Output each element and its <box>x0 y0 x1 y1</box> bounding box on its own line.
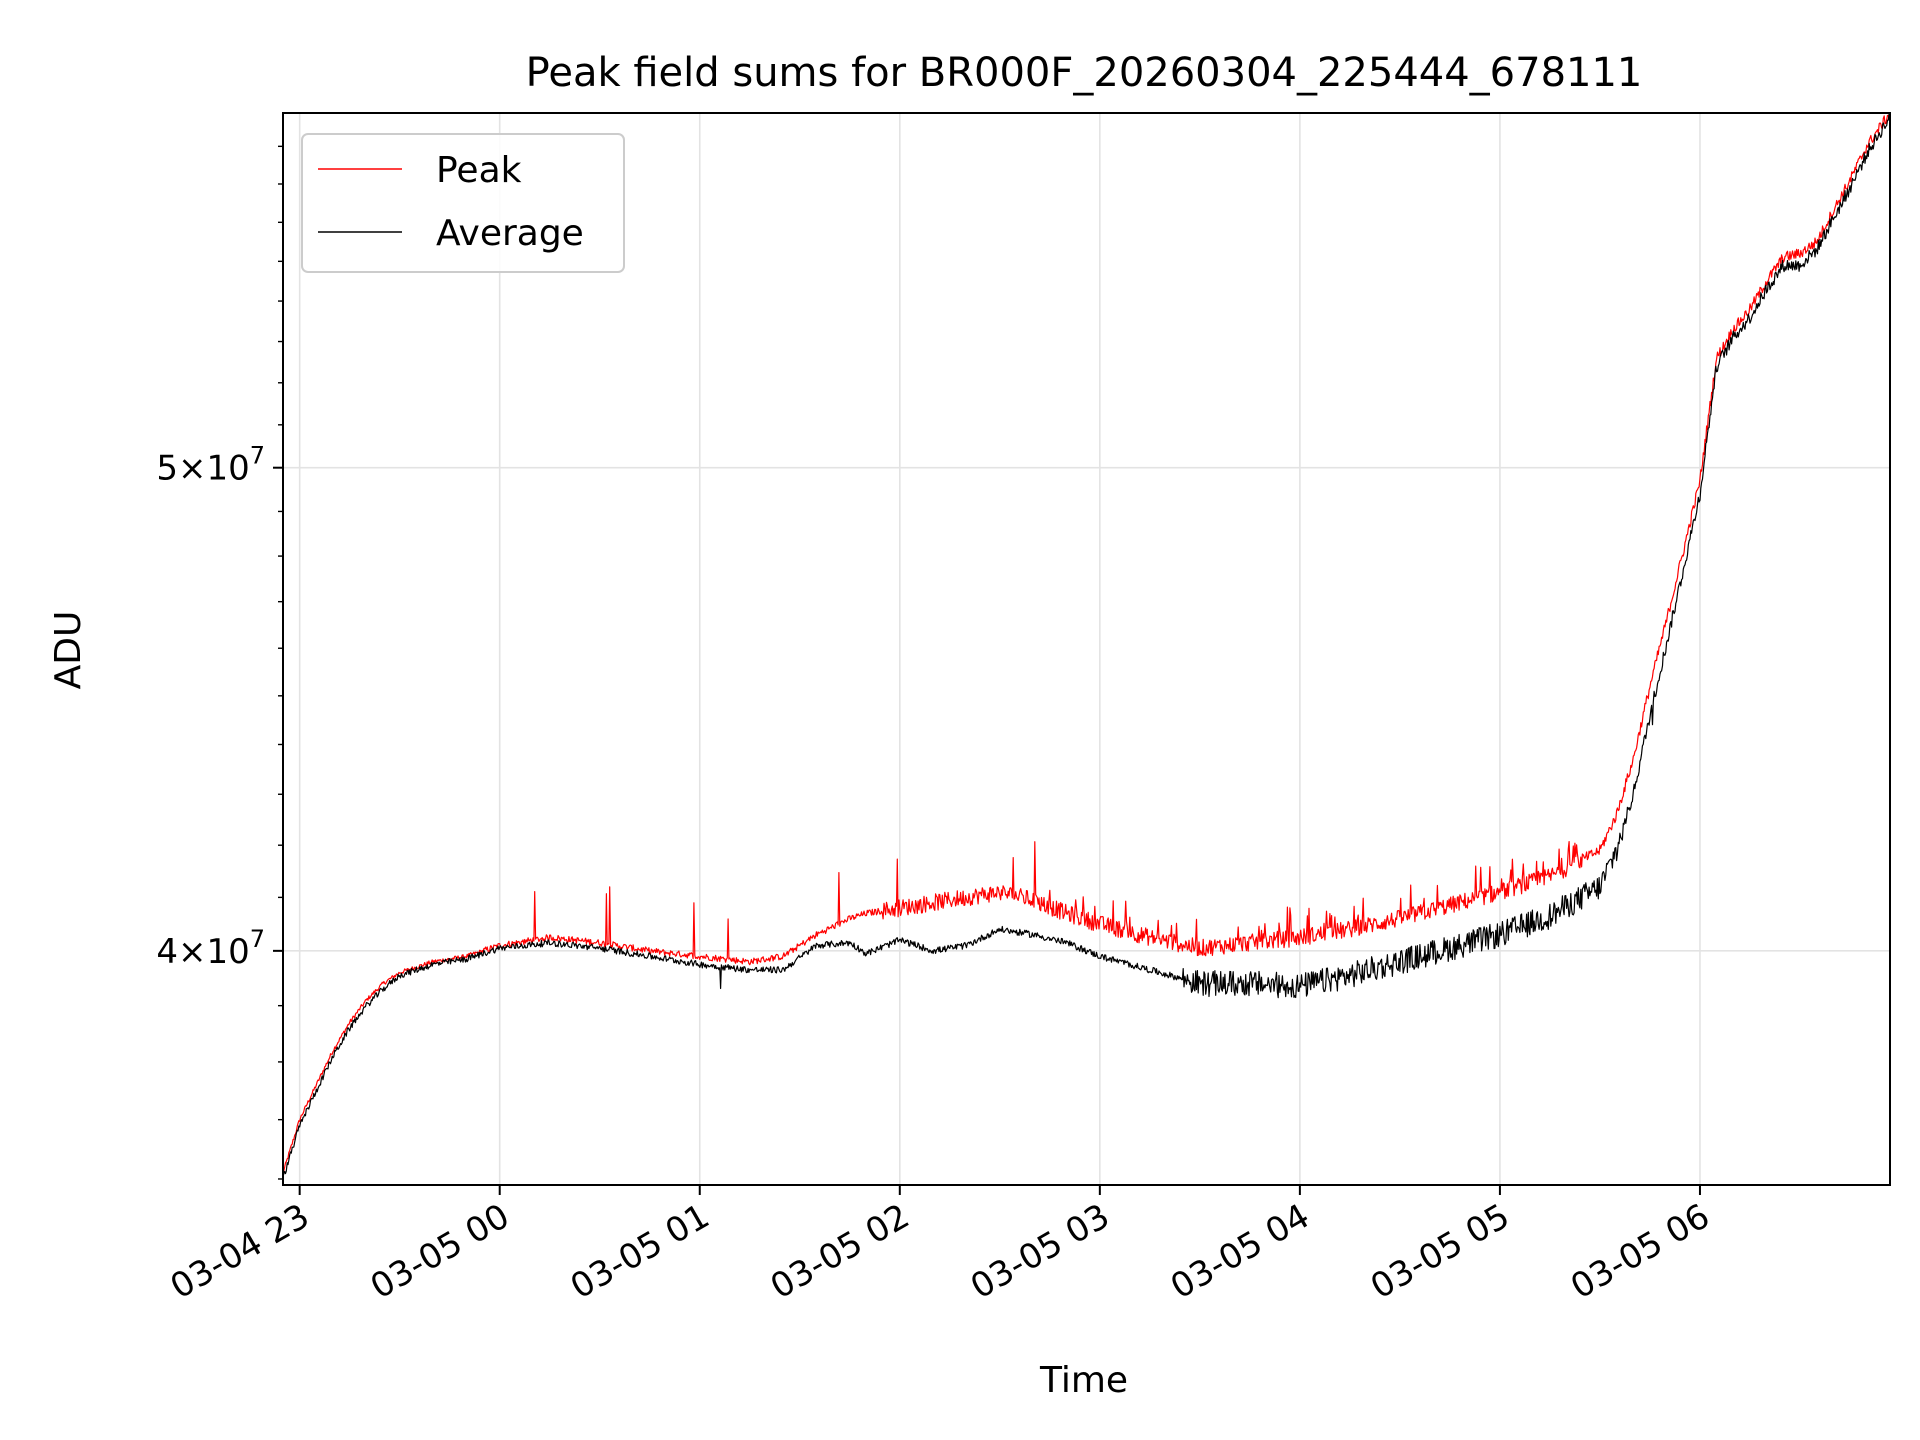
y-axis: 4×107 5×107 <box>156 145 283 1180</box>
legend-label-peak: Peak <box>436 150 522 191</box>
x-tick-label: 03-05 05 <box>1364 1196 1516 1307</box>
plot-frame <box>282 112 1891 1186</box>
x-tick-label: 03-05 06 <box>1564 1196 1716 1307</box>
grid-layer <box>283 113 1890 1185</box>
chart-title: Peak field sums for BR000F_20260304_2254… <box>526 50 1643 96</box>
legend-label-average: Average <box>436 213 584 254</box>
x-axis: 03-04 23 03-05 00 03-05 01 03-05 02 03-05 03… <box>164 1185 1716 1307</box>
x-tick-label: 03-05 03 <box>964 1196 1116 1307</box>
x-tick-label: 03-04 23 <box>164 1196 316 1307</box>
x-tick-label: 03-05 00 <box>364 1196 516 1307</box>
legend: Peak Average <box>301 133 625 273</box>
x-axis-label: Time <box>1039 1360 1128 1401</box>
series-line-peak <box>283 113 1890 1173</box>
y-tick-label: 5×107 <box>156 442 265 489</box>
series-line-average <box>283 113 1890 1178</box>
y-tick-label: 4×107 <box>156 925 265 972</box>
x-tick-label: 03-05 02 <box>764 1196 916 1307</box>
x-tick-label: 03-05 04 <box>1164 1196 1316 1307</box>
x-tick-label: 03-05 01 <box>564 1196 716 1307</box>
y-axis-label: ADU <box>48 611 89 690</box>
series-layer <box>283 113 1890 1178</box>
